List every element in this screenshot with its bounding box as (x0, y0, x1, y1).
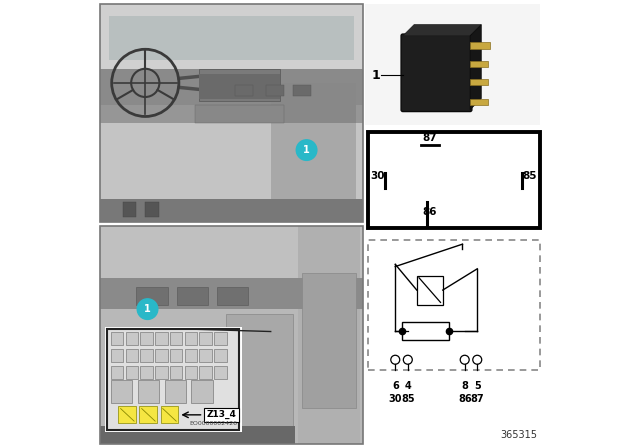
Text: 85: 85 (401, 394, 415, 404)
Bar (266, 85, 284, 96)
Bar (271, 83, 356, 123)
Bar (170, 366, 182, 379)
Bar (185, 332, 197, 345)
Bar (293, 85, 311, 96)
Text: 86: 86 (422, 207, 437, 217)
Bar (155, 349, 168, 362)
Bar (125, 349, 138, 362)
FancyBboxPatch shape (401, 34, 472, 112)
Bar (214, 332, 227, 345)
Bar (402, 322, 449, 340)
Bar (199, 69, 280, 101)
Bar (100, 4, 362, 87)
Bar (164, 380, 186, 403)
Bar (302, 273, 356, 408)
Circle shape (137, 299, 158, 319)
Bar (200, 349, 212, 362)
Text: Z13_4: Z13_4 (207, 410, 237, 419)
Bar (214, 349, 227, 362)
Text: 85: 85 (523, 171, 538, 181)
Bar (111, 380, 132, 403)
Bar (177, 287, 208, 305)
Bar (155, 366, 168, 379)
Bar (118, 406, 136, 423)
Bar (185, 366, 197, 379)
Bar (271, 83, 356, 199)
Bar (195, 105, 284, 123)
Text: EO0000002426: EO0000002426 (189, 422, 237, 426)
Bar (100, 278, 362, 309)
Bar (140, 366, 153, 379)
Bar (136, 287, 168, 305)
Bar (185, 349, 197, 362)
Text: 8: 8 (461, 381, 468, 391)
Bar (140, 332, 153, 345)
Bar (100, 226, 362, 444)
Bar (199, 74, 280, 99)
Bar (155, 332, 168, 345)
Bar (200, 332, 212, 345)
Text: 30: 30 (388, 394, 402, 404)
Bar (170, 332, 182, 345)
Bar (100, 105, 362, 123)
Bar (100, 69, 362, 114)
Text: 1: 1 (372, 69, 380, 82)
Bar (107, 329, 239, 430)
Bar (125, 366, 138, 379)
Text: 5: 5 (474, 381, 481, 391)
Bar (200, 366, 212, 379)
Bar (470, 61, 488, 67)
Bar (140, 349, 153, 362)
Text: 365315: 365315 (500, 430, 538, 440)
Bar (226, 314, 293, 426)
Bar (111, 366, 124, 379)
Bar (111, 349, 124, 362)
Bar (138, 380, 159, 403)
Bar (100, 199, 362, 222)
Text: 1: 1 (303, 145, 310, 155)
Text: 86: 86 (458, 394, 472, 404)
Bar (369, 240, 540, 370)
Bar (161, 406, 179, 423)
Polygon shape (403, 25, 481, 36)
Text: 4: 4 (404, 381, 411, 391)
Bar (214, 366, 227, 379)
Bar (298, 226, 360, 444)
Bar (100, 226, 362, 309)
Bar (100, 4, 362, 222)
Bar (417, 276, 443, 305)
Bar (170, 349, 182, 362)
Bar (145, 202, 159, 217)
Bar (365, 4, 540, 125)
Bar (123, 202, 136, 217)
Text: 87: 87 (422, 133, 437, 143)
Bar (140, 406, 157, 423)
Bar (470, 99, 488, 105)
Text: 30: 30 (371, 171, 385, 181)
Bar (100, 4, 362, 222)
Bar (105, 327, 241, 432)
Bar (217, 287, 248, 305)
Bar (191, 380, 213, 403)
Bar (111, 332, 124, 345)
Bar (470, 79, 488, 85)
Bar (235, 85, 253, 96)
Bar (369, 132, 540, 228)
Text: 1: 1 (144, 304, 151, 314)
Bar (109, 16, 353, 60)
Bar (470, 42, 490, 49)
Text: 6: 6 (392, 381, 399, 391)
Circle shape (296, 140, 317, 160)
Polygon shape (470, 25, 481, 110)
Bar (100, 226, 362, 444)
Bar (125, 332, 138, 345)
Text: 87: 87 (470, 394, 484, 404)
Bar (100, 426, 295, 444)
